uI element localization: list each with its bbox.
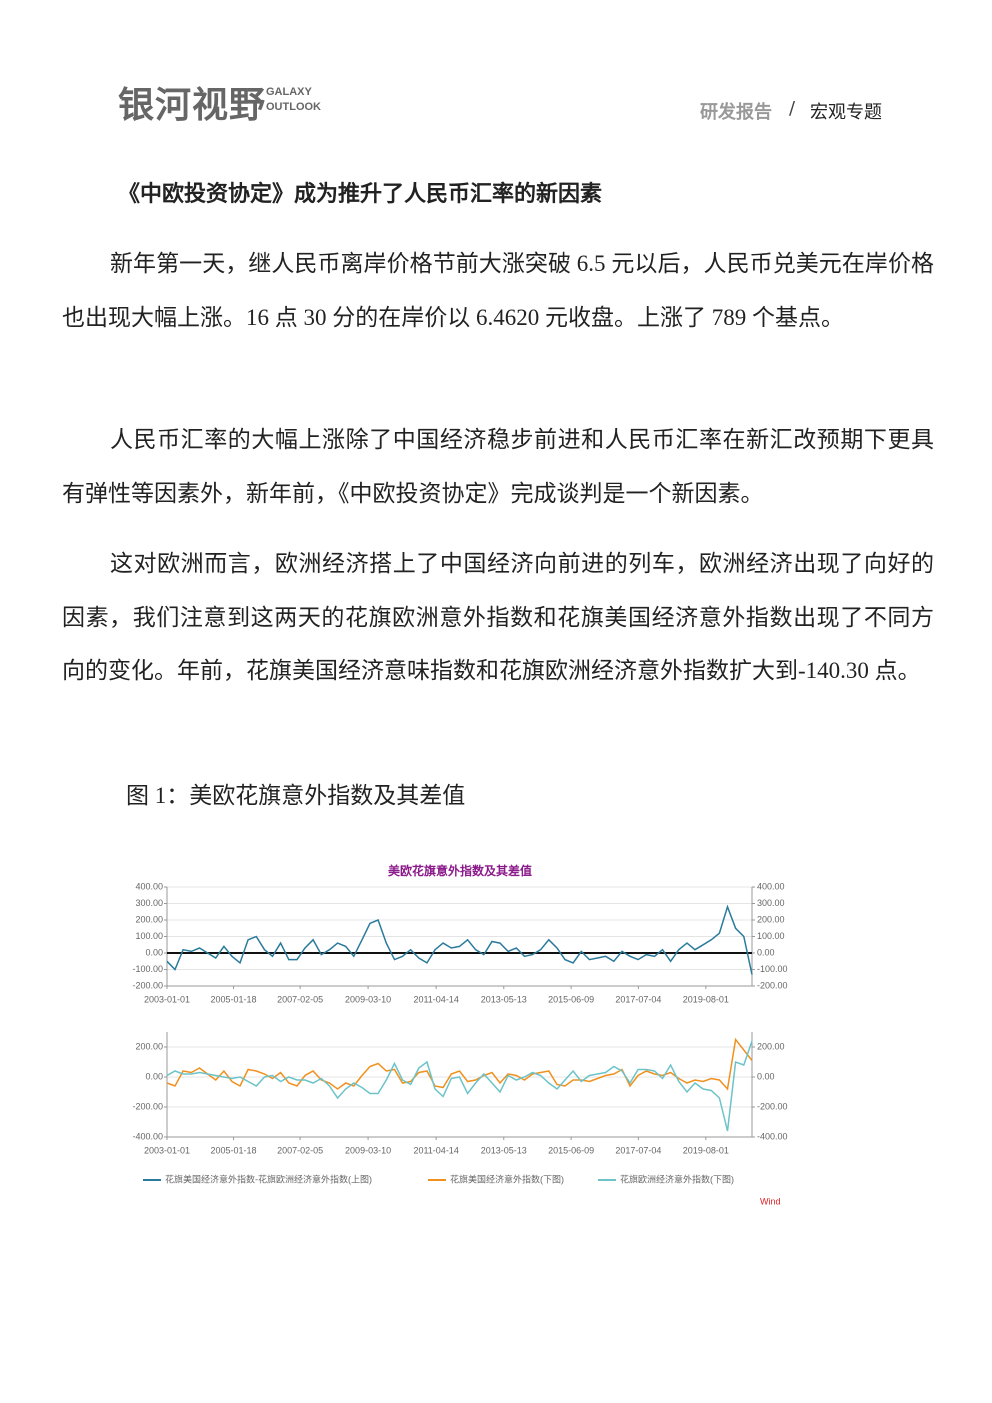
legend-label: 花旗欧洲经济意外指数(下图) [620, 1173, 734, 1184]
y-tick-label: -100.00 [132, 964, 163, 974]
y2-tick-label: 200.00 [757, 914, 785, 924]
x-tick-label: 2015-06-09 [548, 1145, 594, 1155]
figure-caption: 图 1：美欧花旗意外指数及其差值 [126, 783, 466, 808]
source: Wind [760, 1196, 781, 1206]
y2-tick-label: 0.00 [757, 1071, 775, 1081]
series-line [166, 1040, 753, 1132]
y-tick-label: -200.00 [132, 980, 163, 990]
y-tick-label: 400.00 [135, 881, 163, 891]
x-tick-label: 2015-06-09 [548, 994, 594, 1004]
y-tick-label: 200.00 [135, 914, 163, 924]
x-tick-label: 2007-02-05 [277, 1145, 323, 1155]
x-tick-label: 2007-02-05 [277, 994, 323, 1004]
y-tick-label: -400.00 [132, 1131, 163, 1141]
topic: 宏观专题 [810, 102, 882, 123]
title: 《中欧投资协定》成为推升了人民币汇率的新因素 [118, 182, 603, 207]
x-tick-label: 2013-05-13 [481, 1145, 527, 1155]
y2-tick-label: 0.00 [757, 947, 775, 957]
y2-tick-label: 300.00 [757, 898, 785, 908]
paragraph: 这对欧洲而言，欧洲经济搭上了中国经济向前进的列车，欧洲经济出现了向好的因素，我们… [62, 551, 934, 683]
chart-title: 美欧花旗意外指数及其差值 [388, 863, 532, 878]
x-tick-label: 2017-07-04 [615, 994, 661, 1004]
y2-tick-label: -200.00 [757, 980, 788, 990]
x-tick-label: 2013-05-13 [481, 994, 527, 1004]
y2-tick-label: 400.00 [757, 881, 785, 891]
series-line [166, 904, 753, 975]
y-tick-label: 200.00 [135, 1041, 163, 1051]
logo-en: GALAXY [266, 86, 312, 98]
y-tick-label: 100.00 [135, 931, 163, 941]
legend-label: 花旗美国经济意外指数-花旗欧洲经济意外指数(上图) [165, 1173, 372, 1184]
x-tick-label: 2009-03-10 [345, 1145, 391, 1155]
x-tick-label: 2017-07-04 [615, 1145, 661, 1155]
x-tick-label: 2003-01-01 [144, 1145, 190, 1155]
y-tick-label: 0.00 [145, 1071, 163, 1081]
paragraph: 新年第一天，继人民币离岸价格节前大涨突破 6.5 元以后，人民币兑美元在岸价格也… [62, 251, 934, 330]
x-tick-label: 2011-04-14 [413, 1145, 458, 1155]
x-tick-label: 2003-01-01 [144, 994, 190, 1004]
y2-tick-label: -400.00 [757, 1131, 788, 1141]
y2-tick-label: -200.00 [757, 1101, 788, 1111]
y2-tick-label: 100.00 [757, 931, 785, 941]
y2-tick-label: 200.00 [757, 1041, 785, 1051]
logo: 银河视野 [118, 85, 267, 126]
x-tick-label: 2011-04-14 [413, 994, 458, 1004]
x-tick-label: 2019-08-01 [683, 1145, 729, 1155]
y2-tick-label: -100.00 [757, 964, 788, 974]
section: 研发报告 [700, 102, 772, 123]
logo-en: OUTLOOK [266, 101, 321, 113]
y-tick-label: 0.00 [145, 947, 163, 957]
x-tick-label: 2005-01-18 [211, 1145, 257, 1155]
legend-label: 花旗美国经济意外指数(下图) [450, 1173, 564, 1184]
paragraph: 人民币汇率的大幅上涨除了中国经济稳步前进和人民币汇率在新汇改预期下更具有弹性等因… [62, 427, 934, 506]
x-tick-label: 2005-01-18 [211, 994, 257, 1004]
y-tick-label: 300.00 [135, 898, 163, 908]
x-tick-label: 2019-08-01 [683, 994, 729, 1004]
y-tick-label: -200.00 [132, 1101, 163, 1111]
series-line [166, 1037, 753, 1091]
separator: / [789, 98, 796, 119]
x-tick-label: 2009-03-10 [345, 994, 391, 1004]
